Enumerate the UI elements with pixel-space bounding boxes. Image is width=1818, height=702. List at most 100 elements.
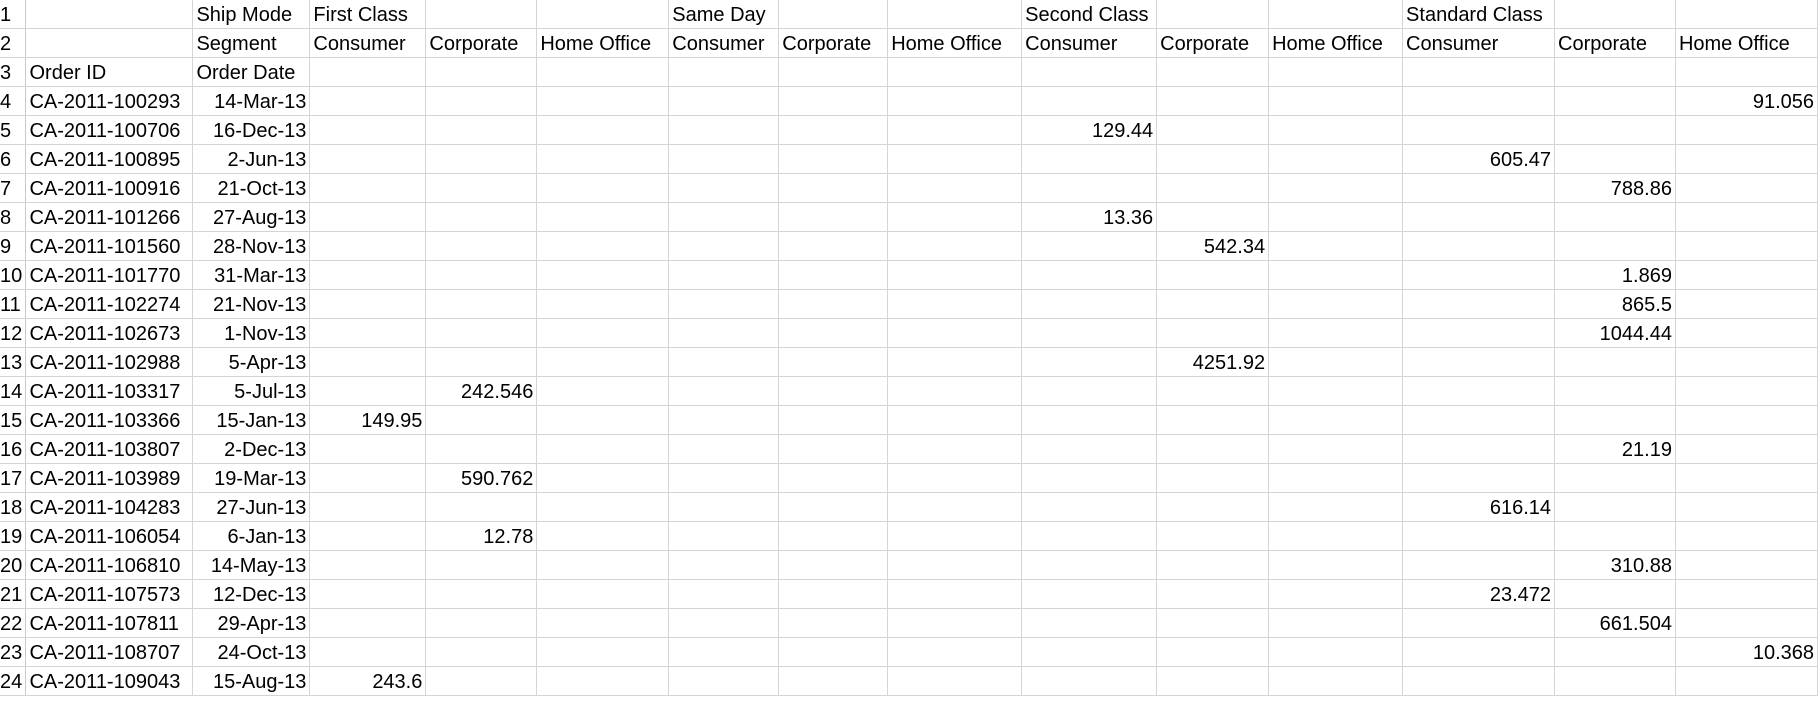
value-cell[interactable] [887,86,1023,116]
value-cell[interactable] [1675,318,1818,348]
value-cell[interactable] [1021,637,1158,667]
value-cell[interactable]: 91.056 [1675,86,1818,116]
value-cell[interactable] [1402,550,1556,580]
value-cell[interactable] [309,202,427,232]
value-cell[interactable] [778,231,889,261]
header-cell[interactable]: Order Date [192,57,311,87]
value-cell[interactable] [1402,260,1556,290]
header-cell[interactable]: Corporate [1156,28,1270,58]
value-cell[interactable] [309,579,427,609]
value-cell[interactable]: 4251.92 [1156,347,1270,377]
value-cell[interactable] [425,115,538,145]
value-cell[interactable] [668,173,780,203]
value-cell[interactable] [668,579,780,609]
value-cell[interactable] [887,405,1023,435]
value-cell[interactable] [1268,637,1404,667]
value-cell[interactable] [1268,492,1404,522]
value-cell[interactable] [1268,347,1404,377]
order-id-cell[interactable]: CA-2011-102274 [25,289,194,319]
value-cell[interactable] [1156,463,1270,493]
value-cell[interactable] [425,550,538,580]
value-cell[interactable] [1675,463,1818,493]
header-cell[interactable]: Corporate [425,28,538,58]
value-cell[interactable] [1268,144,1404,174]
value-cell[interactable] [536,666,670,696]
header-cell[interactable] [425,57,538,87]
value-cell[interactable] [1156,376,1270,406]
value-cell[interactable] [309,260,427,290]
value-cell[interactable] [1268,434,1404,464]
value-cell[interactable] [887,579,1023,609]
value-cell[interactable] [887,666,1023,696]
value-cell[interactable] [1021,260,1158,290]
value-cell[interactable] [668,144,780,174]
value-cell[interactable] [1268,405,1404,435]
value-cell[interactable] [425,289,538,319]
value-cell[interactable] [536,608,670,638]
value-cell[interactable] [668,347,780,377]
header-cell[interactable] [309,57,427,87]
order-id-cell[interactable]: CA-2011-109043 [25,666,194,696]
value-cell[interactable] [1675,115,1818,145]
value-cell[interactable]: 13.36 [1021,202,1158,232]
value-cell[interactable] [536,463,670,493]
order-date-cell[interactable]: 14-Mar-13 [192,86,311,116]
value-cell[interactable] [1554,637,1676,667]
header-cell[interactable]: Home Office [1675,28,1818,58]
value-cell[interactable] [668,637,780,667]
value-cell[interactable] [668,260,780,290]
value-cell[interactable] [425,608,538,638]
value-cell[interactable] [1156,289,1270,319]
value-cell[interactable] [309,347,427,377]
value-cell[interactable] [536,637,670,667]
header-cell[interactable] [25,0,194,29]
value-cell[interactable] [887,318,1023,348]
value-cell[interactable] [1554,347,1676,377]
value-cell[interactable] [1021,608,1158,638]
order-date-cell[interactable]: 2-Dec-13 [192,434,311,464]
value-cell[interactable] [1554,86,1676,116]
value-cell[interactable] [887,260,1023,290]
order-id-cell[interactable]: CA-2011-100706 [25,115,194,145]
header-cell[interactable] [778,0,889,29]
value-cell[interactable] [425,86,538,116]
value-cell[interactable] [536,521,670,551]
value-cell[interactable] [309,115,427,145]
value-cell[interactable] [425,666,538,696]
value-cell[interactable] [536,86,670,116]
value-cell[interactable] [1402,202,1556,232]
value-cell[interactable] [309,231,427,261]
value-cell[interactable] [778,318,889,348]
order-id-cell[interactable]: CA-2011-108707 [25,637,194,667]
value-cell[interactable] [1554,463,1676,493]
header-cell[interactable] [1402,57,1556,87]
value-cell[interactable] [309,550,427,580]
value-cell[interactable] [1021,666,1158,696]
value-cell[interactable]: 149.95 [309,405,427,435]
value-cell[interactable] [1021,492,1158,522]
value-cell[interactable] [668,666,780,696]
value-cell[interactable] [1554,202,1676,232]
header-cell[interactable]: Second Class [1021,0,1158,29]
value-cell[interactable]: 21.19 [1554,434,1676,464]
value-cell[interactable] [1402,637,1556,667]
value-cell[interactable] [1402,376,1556,406]
order-date-cell[interactable]: 15-Jan-13 [192,405,311,435]
value-cell[interactable] [887,550,1023,580]
header-cell[interactable] [536,57,670,87]
value-cell[interactable] [887,637,1023,667]
value-cell[interactable] [778,637,889,667]
header-cell[interactable] [1675,57,1818,87]
value-cell[interactable] [1268,376,1404,406]
value-cell[interactable] [536,434,670,464]
value-cell[interactable]: 310.88 [1554,550,1676,580]
value-cell[interactable]: 23.472 [1402,579,1556,609]
value-cell[interactable] [536,347,670,377]
header-cell[interactable] [1021,57,1158,87]
value-cell[interactable] [887,434,1023,464]
value-cell[interactable] [1402,347,1556,377]
value-cell[interactable] [536,492,670,522]
value-cell[interactable] [1554,376,1676,406]
value-cell[interactable] [668,86,780,116]
order-id-cell[interactable]: CA-2011-102988 [25,347,194,377]
